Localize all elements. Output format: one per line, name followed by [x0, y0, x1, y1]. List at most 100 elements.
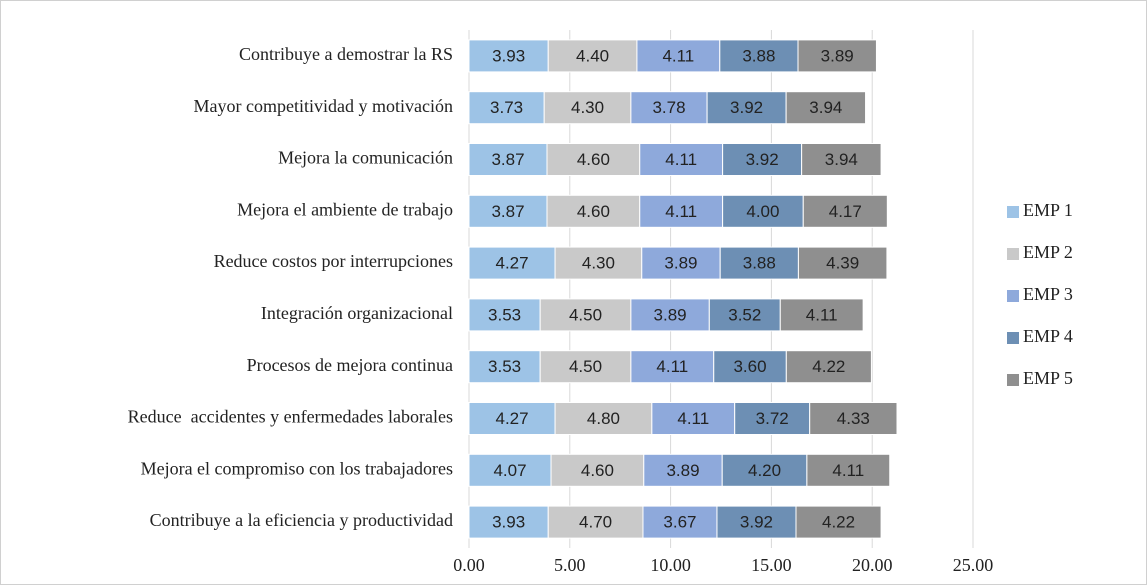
- data-label: 4.11: [665, 202, 697, 221]
- x-tick-label: 5.00: [554, 555, 586, 575]
- y-tick-label: Mejora el compromiso con los trabajadore…: [141, 458, 453, 478]
- x-tick-label: 0.00: [453, 555, 485, 575]
- data-label: 4.11: [832, 461, 864, 480]
- data-label: 3.52: [728, 305, 761, 324]
- data-label: 3.72: [756, 409, 789, 428]
- bar-segment: [468, 402, 556, 435]
- bar-segment: [785, 350, 872, 384]
- y-tick-label: Mayor competitividad y motivación: [194, 96, 453, 116]
- data-label: 4.22: [812, 357, 845, 376]
- data-label: 3.53: [488, 305, 521, 324]
- bar-segment: [708, 298, 781, 332]
- data-label: 4.11: [662, 46, 694, 65]
- data-label: 4.40: [576, 46, 609, 65]
- legend-label: EMP 4: [1023, 326, 1073, 346]
- data-label: 3.92: [746, 150, 779, 169]
- y-tick-label: Contribuye a demostrar la RS: [239, 44, 453, 64]
- bar-segment: [543, 91, 632, 125]
- bar-segment: [802, 194, 888, 228]
- data-label: 3.93: [492, 513, 525, 532]
- data-label: 4.11: [806, 305, 838, 324]
- y-tick-label: Contribuye a la eficiencia y productivid…: [150, 510, 453, 530]
- bar-segment: [716, 505, 797, 539]
- y-tick-label: Procesos de mejora continua: [247, 355, 453, 375]
- bar-segment: [651, 402, 736, 435]
- data-label: 4.07: [493, 461, 526, 480]
- data-label: 4.30: [571, 98, 604, 117]
- data-label: 4.60: [577, 202, 610, 221]
- bar-segment: [639, 194, 724, 228]
- data-label: 3.94: [825, 150, 858, 169]
- bar-segment: [806, 453, 891, 487]
- bar-segment: [546, 194, 641, 228]
- bar-segment: [468, 246, 556, 280]
- data-label: 4.70: [579, 513, 612, 532]
- bar-segment: [468, 350, 541, 384]
- data-label: 4.50: [569, 357, 602, 376]
- legend-label: EMP 3: [1023, 284, 1073, 304]
- data-label: 4.11: [665, 150, 697, 169]
- bar-segment: [797, 246, 888, 280]
- x-tick-label: 10.00: [650, 555, 691, 575]
- legend-label: EMP 1: [1023, 200, 1073, 220]
- bar-segment: [719, 246, 799, 280]
- data-label: 3.53: [488, 357, 521, 376]
- bar-segment: [550, 453, 645, 487]
- bar-segment: [779, 298, 864, 332]
- bar-segment: [785, 91, 867, 125]
- bar-segment: [554, 402, 653, 435]
- data-label: 3.93: [492, 46, 525, 65]
- data-label: 4.27: [495, 254, 528, 273]
- bar-segment: [641, 246, 721, 280]
- data-label: 3.88: [742, 46, 775, 65]
- bar-segment: [639, 143, 724, 176]
- data-label: 4.22: [822, 513, 855, 532]
- data-label: 4.50: [569, 305, 602, 324]
- bar-segment: [643, 453, 723, 487]
- x-tick-label: 20.00: [852, 555, 893, 575]
- bar-segment: [630, 350, 715, 384]
- data-label: 3.92: [730, 98, 763, 117]
- data-label: 4.60: [581, 461, 614, 480]
- legend-swatch: [1007, 248, 1019, 260]
- data-label: 3.60: [733, 357, 766, 376]
- data-label: 3.89: [654, 305, 687, 324]
- bar-segment: [468, 91, 545, 125]
- data-label: 3.92: [740, 513, 773, 532]
- bar-segment: [546, 143, 641, 176]
- bar-segment: [468, 143, 548, 176]
- data-label: 4.60: [577, 150, 610, 169]
- y-tick-label: Integración organizacional: [261, 303, 453, 323]
- bar-segment: [722, 143, 803, 176]
- legend-label: EMP 2: [1023, 242, 1073, 262]
- data-label: 4.17: [829, 202, 862, 221]
- data-label: 3.89: [666, 461, 699, 480]
- data-label: 4.00: [746, 202, 779, 221]
- data-label: 3.87: [491, 202, 524, 221]
- bar-segment: [468, 298, 541, 332]
- legend-swatch: [1007, 290, 1019, 302]
- data-label: 4.30: [582, 254, 615, 273]
- x-tick-label: 25.00: [953, 555, 994, 575]
- data-label: 3.89: [821, 46, 854, 65]
- legend-swatch: [1007, 374, 1019, 386]
- legend-swatch: [1007, 332, 1019, 344]
- legend-label: EMP 5: [1023, 368, 1073, 388]
- bar-segment: [468, 39, 549, 73]
- data-label: 3.73: [490, 98, 523, 117]
- bar-segment: [797, 39, 877, 73]
- y-tick-label: Mejora la comunicación: [278, 148, 453, 168]
- data-label: 4.11: [677, 409, 709, 428]
- bar-segment: [539, 350, 632, 384]
- data-label: 3.94: [809, 98, 842, 117]
- data-label: 3.78: [652, 98, 685, 117]
- data-label: 4.39: [826, 254, 859, 273]
- data-label: 3.87: [491, 150, 524, 169]
- legend-swatch: [1007, 206, 1019, 218]
- y-tick-label: Reduce accidentes y enfermedades laboral…: [128, 407, 453, 427]
- bar-segment: [630, 298, 710, 332]
- bar-segment: [801, 143, 882, 176]
- data-label: 3.88: [743, 254, 776, 273]
